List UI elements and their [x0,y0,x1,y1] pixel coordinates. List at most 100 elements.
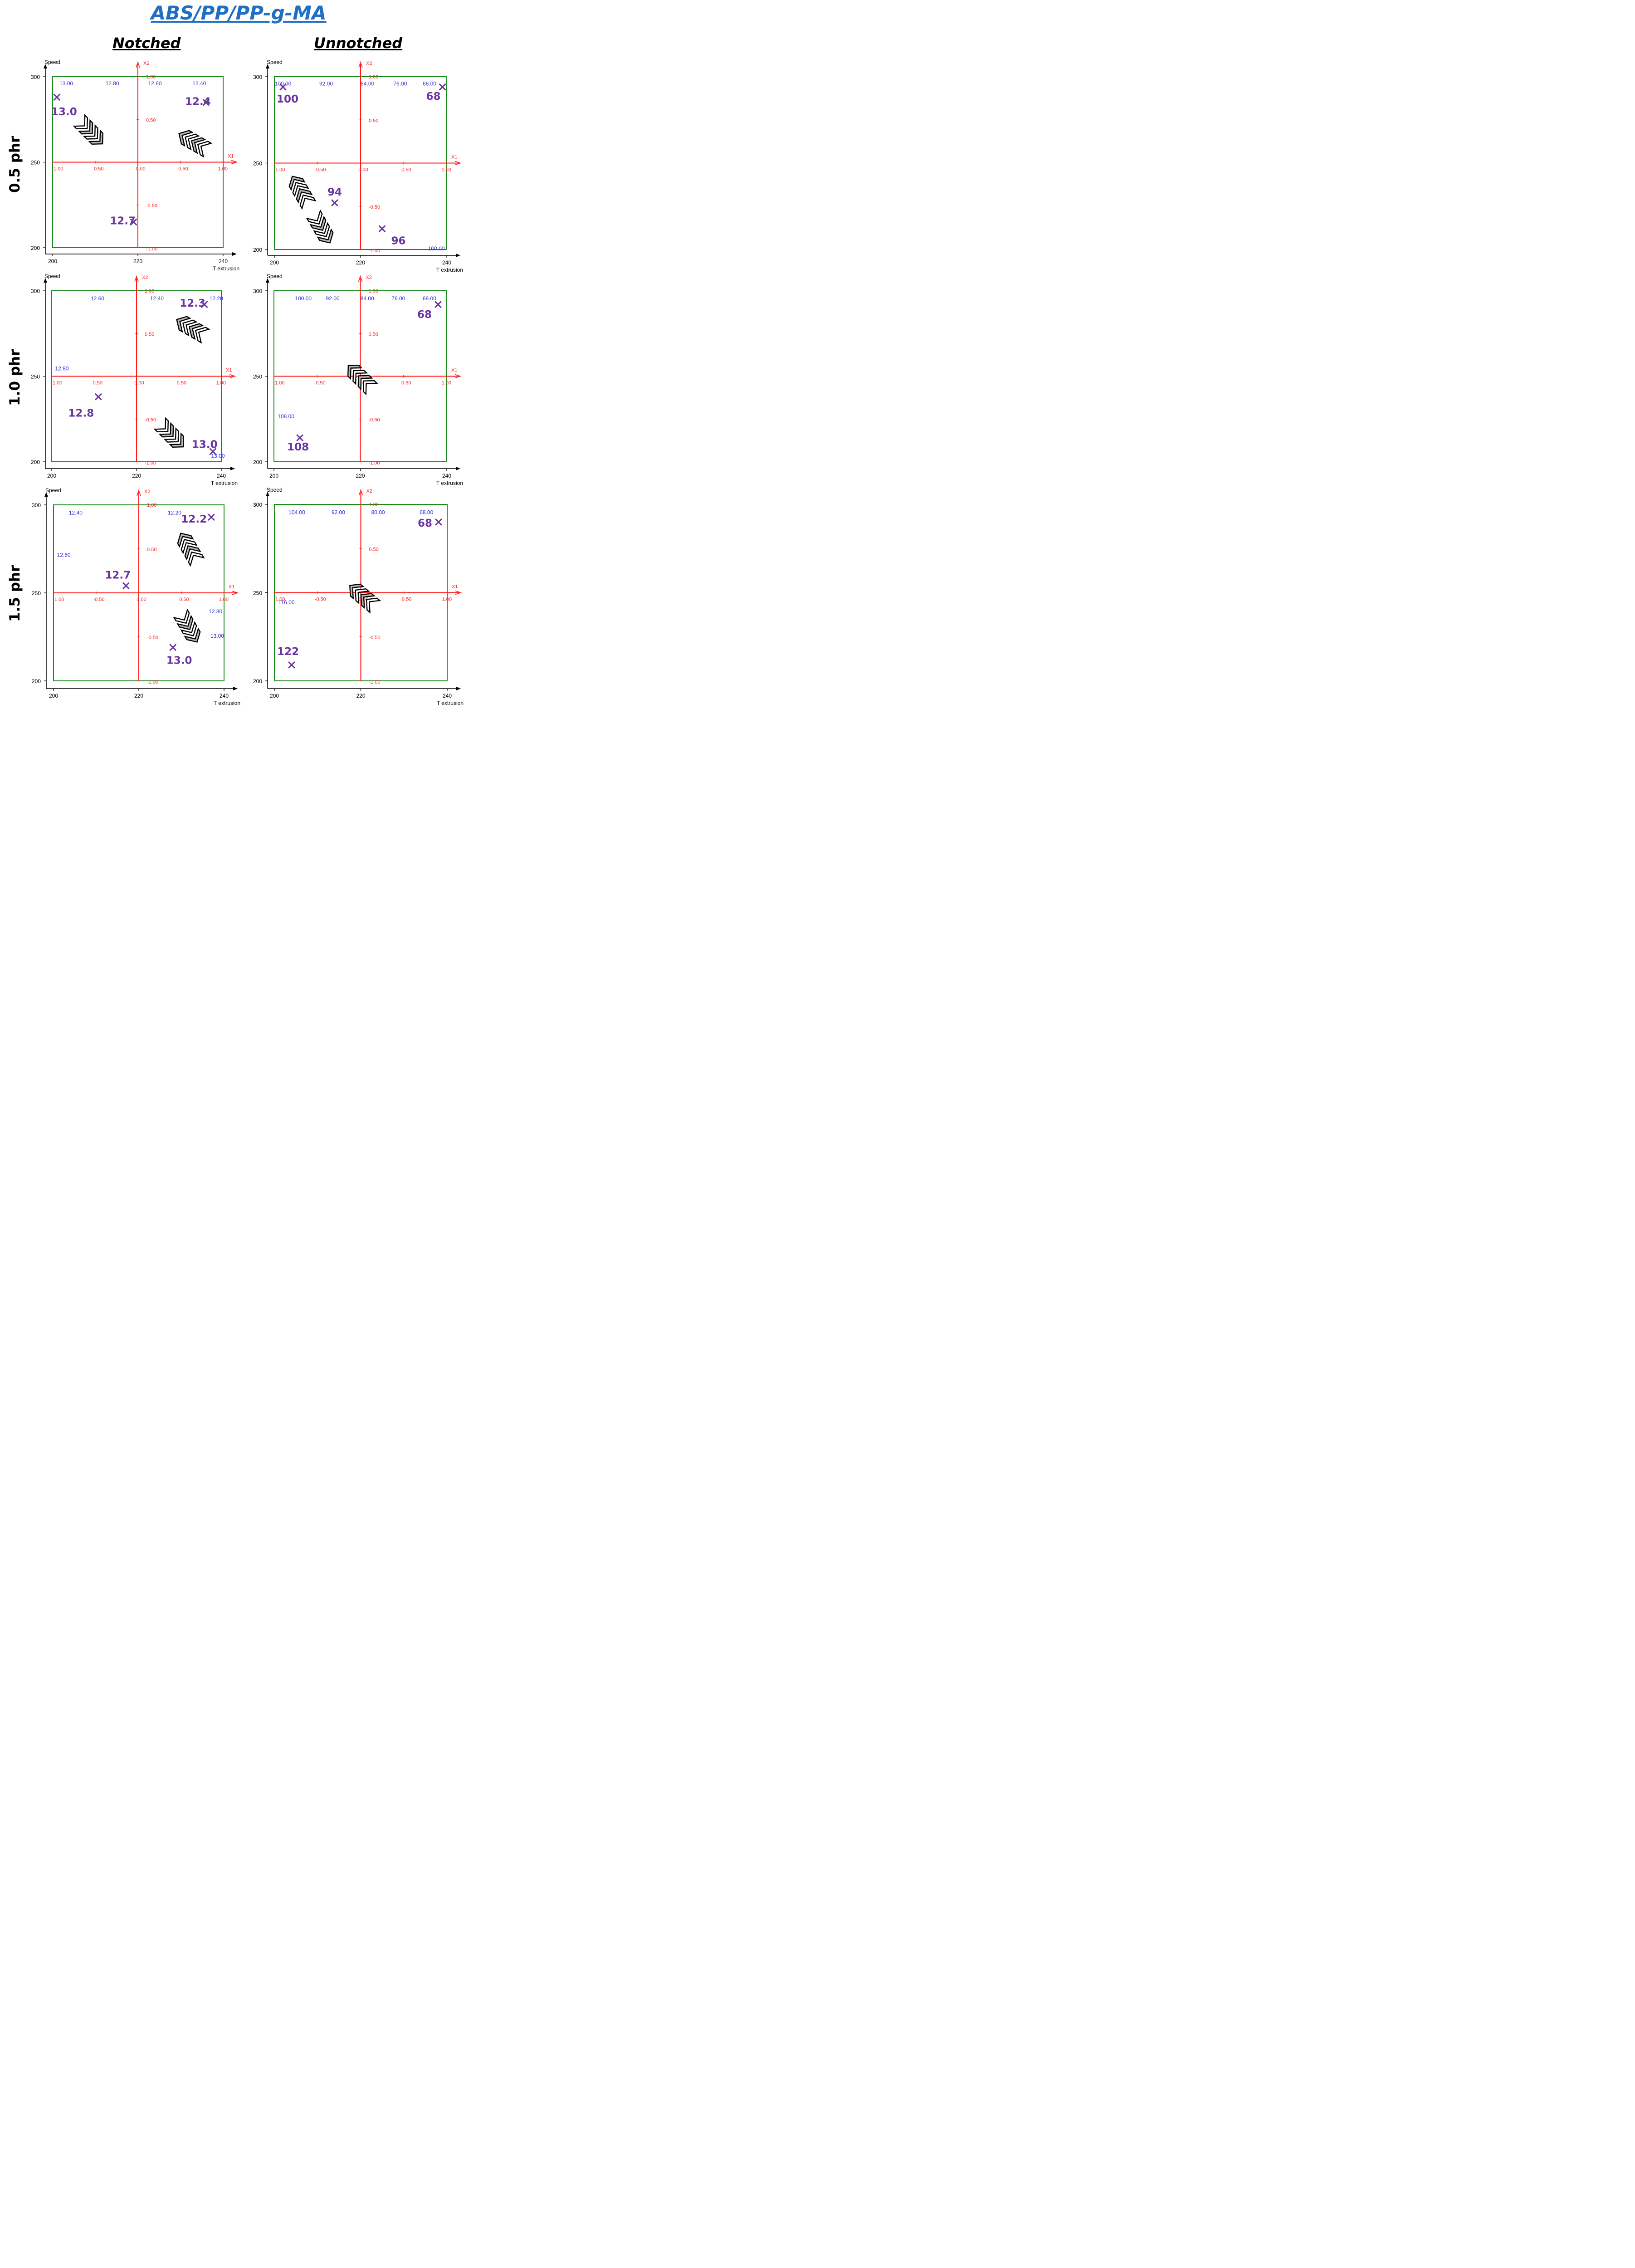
coded-x-label: X1 [451,155,457,160]
y-axis-arrowhead [266,64,269,68]
contour-label: 92.00 [332,509,345,516]
chevron [185,133,200,151]
x-tick-label: 240 [443,693,452,699]
contour-label: 68.00 [423,80,436,87]
data-point-marker [379,225,386,232]
y-axis-label: Speed [44,273,60,279]
x-tick-label: 200 [270,693,279,699]
x-tick-label: 200 [47,473,56,479]
y-axis-label: Speed [267,273,283,279]
chevron [366,597,381,614]
chevron [169,432,185,448]
coded-y-tick-label: -0.50 [147,635,158,640]
panel-unnotched-1-0-phr: Speed T extrusion 300 250 200 200 220 240 X2 X1 1.… [253,273,463,486]
x-axis-arrowhead [456,467,460,470]
data-point: 100 [277,83,298,105]
chevron [299,194,317,210]
data-point: 12.7 [110,215,137,227]
y-tick-label: 250 [253,374,262,380]
data-point-label: 12.7 [110,215,136,227]
x-tick-label: 220 [356,693,365,699]
x-axis-label: T extrusion [437,700,464,706]
y-axis-label: Speed [45,487,61,494]
coded-x-tick-label: 0.50 [177,381,186,386]
coded-x-tick-label: 1.00 [219,597,229,602]
coded-x-arrowhead [454,374,462,379]
chevron [309,215,327,231]
contour-label: 68.00 [423,295,436,302]
data-point-label: 68 [426,91,440,103]
chevron [78,119,93,135]
chevron [355,588,370,605]
coded-x-tick-label: -0.50 [314,381,326,386]
data-point-label: 100 [277,93,298,105]
x-tick-label: 220 [356,259,365,266]
x-tick-label: 240 [217,473,226,479]
coded-x-tick-label: 1.00 [54,166,63,172]
coded-x-arrowhead [455,590,462,595]
coded-y-label: X2 [366,489,372,494]
column-header-notched: Notched [112,34,181,52]
coded-x-arrowhead [231,160,238,165]
data-point-marker [296,434,303,441]
contour-label: 12.80 [55,366,68,372]
contour-label: 108.00 [278,413,294,420]
y-tick-label: 250 [253,161,262,167]
coded-x-tick-label: 0.50 [178,166,188,172]
contour-label: 116.00 [278,599,295,606]
chevron [176,316,191,333]
data-point-marker [288,661,295,669]
data-point: 13.0 [192,439,218,455]
data-point-label: 12.2 [181,513,207,525]
coded-y-tick-label: 1.00 [145,288,154,294]
coded-y-tick-label: -1.00 [369,679,381,685]
contour-label: 12.80 [209,608,222,615]
chevron [173,608,190,624]
coded-y-tick-label: -1.00 [146,246,157,252]
y-tick-label: 250 [32,590,41,596]
coded-x-tick-label: 1.00 [442,381,451,386]
y-tick-label: 300 [31,288,40,294]
coded-y-tick-label: 1.00 [369,288,378,294]
coded-y-arrowhead [134,275,139,282]
data-point: 12.2 [181,513,215,525]
coded-y-tick-label: 0.50 [147,547,156,552]
chevron [184,545,201,561]
data-point-label: 12.3 [180,298,205,309]
chevron [188,551,205,567]
data-point-marker [169,644,176,651]
panel-unnotched-1-5-phr: Speed T extrusion 300 250 200 200 220 240 X2 X1 1.… [253,487,464,706]
coded-y-label: X2 [366,61,372,66]
y-axis-arrowhead [266,492,269,496]
data-point-marker [53,93,60,101]
data-point-label: 68 [418,518,432,529]
contour-label: 12.20 [168,510,181,516]
direction-arrow [306,209,334,244]
contour-label: 68.00 [420,509,433,516]
data-point-marker [208,513,215,521]
contour-label: 12.20 [210,295,223,302]
coded-x-label: X1 [451,368,457,373]
chevron [83,124,98,140]
chevron [181,539,198,554]
data-point: 94 [327,186,342,206]
x-axis-label: T extrusion [436,267,463,273]
coded-y-arrowhead [358,489,363,496]
figure-title: ABS/PP/PP-g-MA [151,2,327,24]
data-point-marker [439,83,446,91]
contour-line [317,291,447,388]
chevron [195,327,210,344]
coded-x-tick-label: 1.00 [54,597,64,602]
direction-arrow [173,608,201,643]
coded-y-tick-label: 0.50 [145,332,154,337]
column-header-unnotched: Unnotched [314,34,403,52]
contour-label: 84.00 [361,295,374,302]
y-tick-label: 300 [31,74,40,80]
direction-arrow [73,114,104,145]
y-tick-label: 200 [32,678,41,684]
panel-notched-0-5-phr: Speed T extrusion 300 250 200 200 220 240 X2 X1 1.… [31,59,239,272]
data-point: 13.0 [166,644,192,666]
data-point-label: 12.8 [68,408,94,420]
data-point-marker [209,448,216,455]
data-point: 13.0 [51,93,77,118]
